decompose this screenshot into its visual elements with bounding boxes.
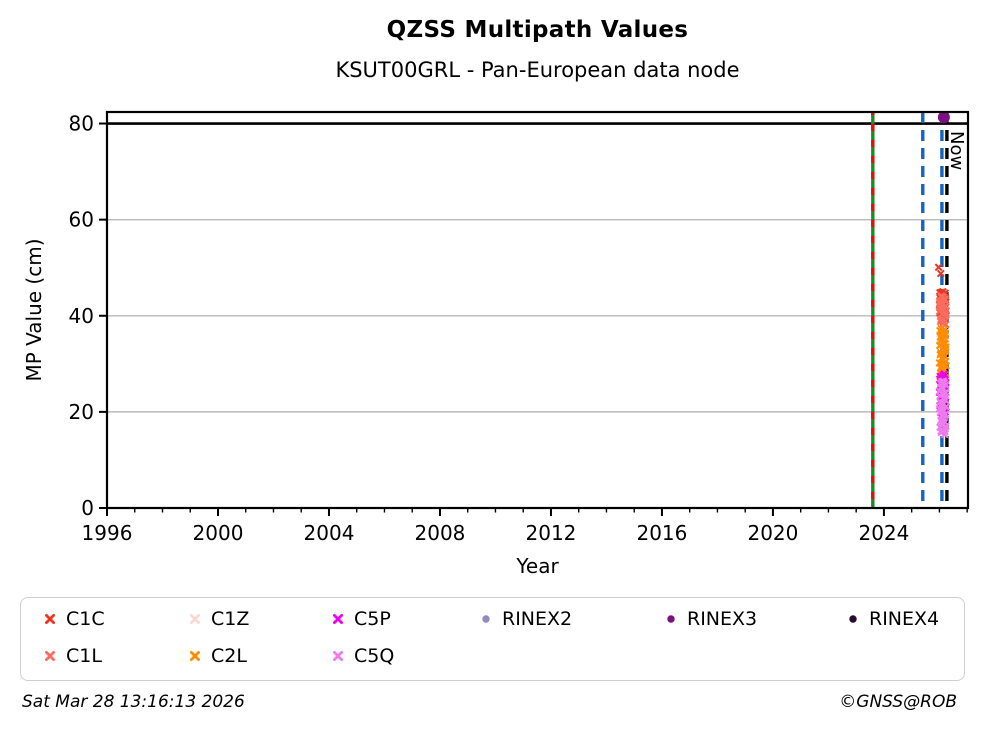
legend-item-label: C1Z xyxy=(211,608,250,630)
legend-item-C2L: C2L xyxy=(188,643,247,669)
data-point-C5Q xyxy=(939,400,947,409)
series-RINEX3 xyxy=(937,111,950,124)
data-point-C2L xyxy=(941,345,950,354)
circle-marker-glyph xyxy=(849,615,857,623)
y-axis-label: MP Value (cm) xyxy=(22,238,46,382)
data-point-C5Q xyxy=(941,389,950,398)
x-tick-label: 2012 xyxy=(526,521,577,545)
data-point-C1C xyxy=(936,269,945,278)
plot-area: Now 1996 2000 2004 2008 2012 2016 2020 2024 0 20 40… xyxy=(69,110,970,545)
x-marker-glyph xyxy=(333,651,343,661)
legend-item-label: C5Q xyxy=(354,645,395,667)
data-point-C1C xyxy=(934,263,943,272)
data-point-C5Q xyxy=(939,394,948,402)
x-marker-icon xyxy=(333,614,343,624)
x-tick-label: 2016 xyxy=(636,521,687,545)
circle-marker-icon xyxy=(667,615,675,623)
data-point-C5Q xyxy=(936,408,945,417)
data-point-C5Q xyxy=(941,427,949,436)
legend-item-label: RINEX2 xyxy=(502,608,573,630)
x-tick-label: 2008 xyxy=(415,521,466,545)
series-C5Q xyxy=(935,377,950,439)
circle-marker-glyph xyxy=(667,615,675,623)
chart-title: QZSS Multipath Values xyxy=(386,17,689,43)
data-point-RINEX3 xyxy=(937,111,950,124)
x-marker-glyph xyxy=(45,651,55,661)
circle-marker-icon xyxy=(849,615,857,623)
x-marker-icon xyxy=(190,614,200,624)
x-marker-glyph xyxy=(190,614,200,624)
data-point-C1L xyxy=(938,309,947,318)
x-axis-label: Year xyxy=(516,554,559,578)
legend: C1C C1L C1Z C2L C5P C5Q RINEX2 RINEX3 RINEX4 xyxy=(20,597,965,681)
x-tick-label: 1996 xyxy=(82,521,133,545)
legend-item-label: RINEX4 xyxy=(869,608,940,630)
chart-subtitle: KSUT00GRL - Pan-European data node xyxy=(335,58,740,82)
plot-border xyxy=(105,110,970,510)
legend-item-label: C2L xyxy=(211,645,247,667)
legend-item-C1L: C1L xyxy=(43,643,102,669)
timestamp: Sat Mar 28 13:16:13 2026 xyxy=(22,692,245,712)
x-marker-icon xyxy=(45,651,55,661)
legend-item-label: C1C xyxy=(66,608,105,630)
copyright: ©GNSS@ROB xyxy=(839,692,957,712)
data-point-C5Q xyxy=(937,377,946,386)
x-marker-icon xyxy=(190,651,200,661)
now-label: Now xyxy=(946,131,967,170)
legend-item-RINEX4: RINEX4 xyxy=(846,606,939,632)
legend-item-C1C: C1C xyxy=(43,606,105,632)
y-tick-label: 80 xyxy=(69,112,94,136)
x-tick-label: 2004 xyxy=(304,521,355,545)
circle-marker-glyph xyxy=(482,615,490,623)
legend-item-RINEX3: RINEX3 xyxy=(664,606,757,632)
data-point-C5Q xyxy=(938,415,947,424)
data-point-C5Q xyxy=(941,410,950,419)
x-marker-icon xyxy=(333,651,343,661)
data-point-C2L xyxy=(940,359,949,368)
x-marker-glyph xyxy=(190,651,200,661)
legend-item-label: C5P xyxy=(354,608,391,630)
y-tick-label: 20 xyxy=(69,400,94,424)
legend-item-label: RINEX3 xyxy=(687,608,758,630)
legend-item-label: C1L xyxy=(66,645,102,667)
legend-item-C5Q: C5Q xyxy=(331,643,394,669)
series-C1L xyxy=(935,292,950,329)
circle-marker-icon xyxy=(482,615,490,623)
x-tick-label: 2024 xyxy=(858,521,909,545)
x-marker-icon xyxy=(45,614,55,624)
legend-item-C5P: C5P xyxy=(331,606,391,632)
y-tick-label: 60 xyxy=(69,208,94,232)
y-tick-label: 40 xyxy=(69,304,94,328)
x-marker-glyph xyxy=(333,614,343,624)
x-tick-label: 2020 xyxy=(747,521,798,545)
x-marker-glyph xyxy=(45,614,55,624)
data-point-C5P xyxy=(940,370,949,378)
legend-item-RINEX2: RINEX2 xyxy=(479,606,572,632)
y-tick-label: 0 xyxy=(81,496,94,520)
data-point-C1L xyxy=(940,296,949,304)
legend-item-C1Z: C1Z xyxy=(188,606,249,632)
x-tick-label: 2000 xyxy=(193,521,244,545)
data-point-C2L xyxy=(941,329,950,337)
